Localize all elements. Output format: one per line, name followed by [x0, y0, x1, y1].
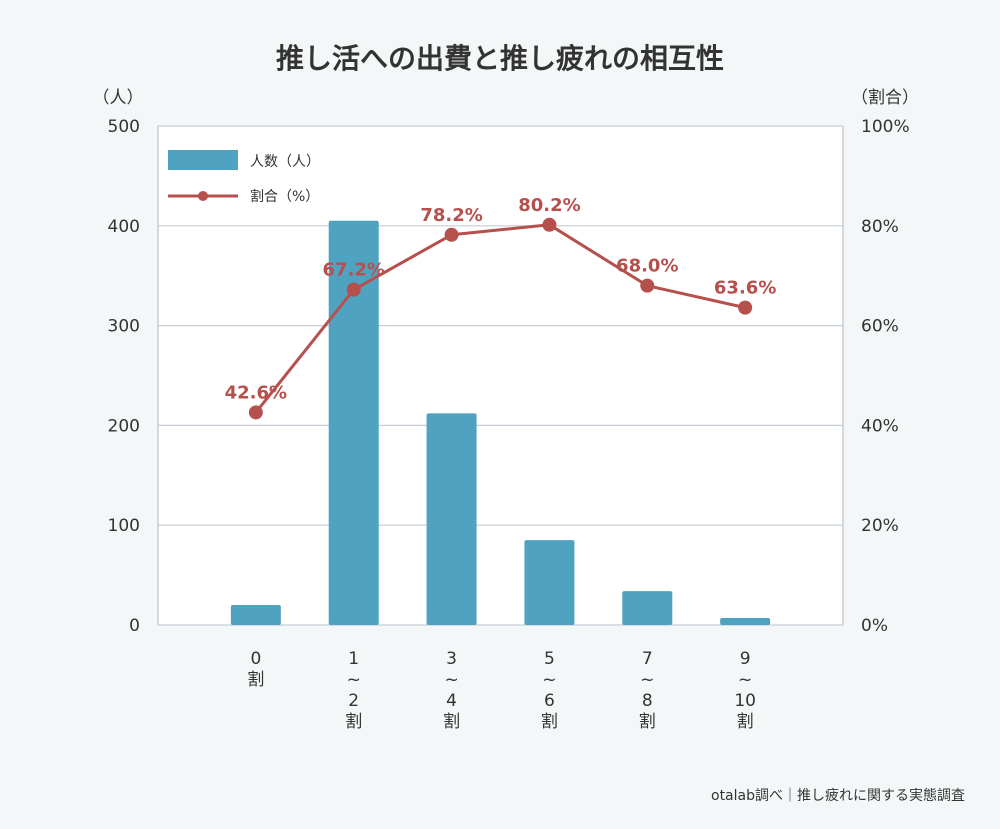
line-point — [640, 278, 655, 293]
x-tick-label: 割 — [247, 670, 264, 690]
x-tick-label: 割 — [443, 712, 460, 732]
x-tick-label: ~ — [738, 670, 752, 690]
line-series — [254, 223, 746, 414]
data-label: 42.6% — [225, 382, 287, 403]
bar — [426, 413, 477, 625]
x-tick-label: ~ — [444, 670, 458, 690]
data-label: 68.0% — [616, 256, 678, 277]
line-point — [738, 300, 753, 315]
right-axis-unit: （割合） — [851, 88, 919, 108]
left-tick-label: 0 — [129, 616, 140, 636]
x-tick-label: ~ — [347, 670, 361, 690]
left-tick-label: 500 — [108, 117, 140, 137]
x-tick-label: 9 — [740, 649, 751, 669]
right-tick-label: 100% — [861, 117, 910, 137]
left-tick-label: 100 — [108, 516, 140, 536]
plot-area: 0 0%100 20%200 40%300 60%400 80%500 100%42.6%6… — [108, 117, 910, 732]
legend-line-marker — [198, 191, 208, 201]
x-tick-label: 6 — [544, 691, 555, 711]
chart-title: 推し活への出費と推し疲れの相互性 — [276, 42, 724, 75]
left-tick-label: 200 — [108, 416, 140, 436]
x-tick-label: 割 — [345, 712, 362, 732]
right-tick-label: 80% — [861, 217, 899, 237]
right-tick-label: 0% — [861, 616, 888, 636]
x-tick-label: 3 — [446, 649, 457, 669]
right-tick-label: 20% — [861, 516, 899, 536]
legend-label: 人数（人） — [250, 154, 320, 170]
data-label: 67.2% — [322, 260, 384, 281]
bar — [524, 540, 575, 625]
x-tick-label: 割 — [639, 712, 656, 732]
right-tick-label: 40% — [861, 416, 899, 436]
data-label: 80.2% — [518, 195, 580, 216]
x-tick-label: 7 — [642, 649, 653, 669]
right-tick-label: 60% — [861, 317, 899, 337]
x-tick-label: ~ — [640, 670, 654, 690]
left-tick-label: 400 — [108, 217, 140, 237]
plot-background — [158, 126, 843, 625]
x-tick-label: 0 — [250, 649, 261, 669]
data-label: 78.2% — [420, 205, 482, 226]
data-label: 63.6% — [714, 278, 776, 299]
x-tick-label: 8 — [642, 691, 653, 711]
legend: 人数（人） 割合（%） — [168, 150, 320, 205]
left-axis-unit: （人） — [93, 88, 144, 108]
left-tick-label: 300 — [108, 317, 140, 337]
x-tick-label: 10 — [734, 691, 756, 711]
x-tick-label: 2 — [348, 691, 359, 711]
source-note: otalab調べ｜推し疲れに関する実態調査 — [711, 787, 965, 804]
x-tick-label: 割 — [737, 712, 754, 732]
line-point — [542, 217, 557, 232]
x-tick-label: ~ — [542, 670, 556, 690]
x-tick-label: 1 — [348, 649, 359, 669]
line-point — [346, 282, 361, 297]
bar — [720, 618, 771, 625]
bar — [328, 220, 379, 625]
bar — [230, 605, 281, 625]
x-tick-label: 4 — [446, 691, 457, 711]
legend-label: 割合（%） — [250, 188, 319, 205]
legend-bar-swatch — [168, 150, 238, 170]
bar — [622, 591, 673, 625]
x-tick-label: 5 — [544, 649, 555, 669]
x-tick-label: 割 — [541, 712, 558, 732]
line-point — [248, 405, 263, 420]
line-point — [444, 227, 459, 242]
